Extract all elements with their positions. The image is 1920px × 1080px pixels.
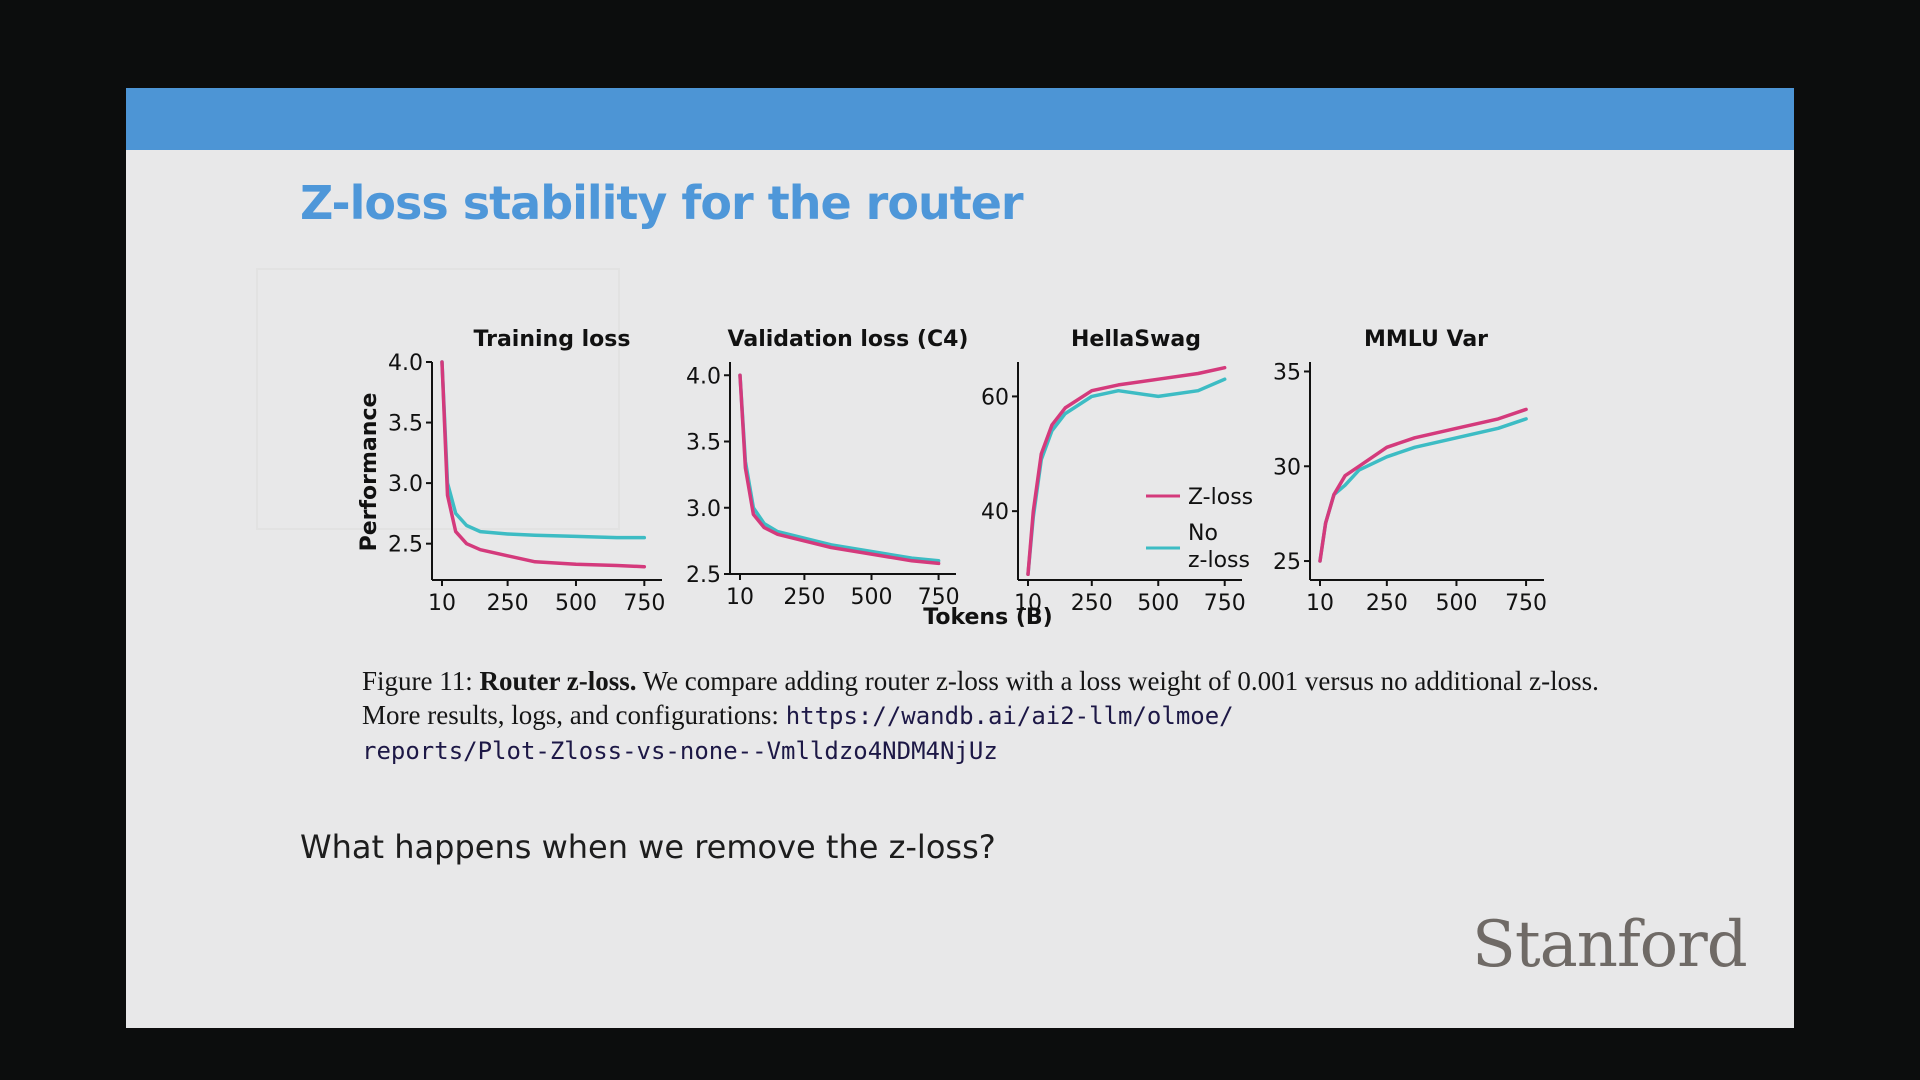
mmlu-var-xtick-label: 10	[1306, 591, 1334, 616]
mmlu-var-series-no-z-loss	[1318, 417, 1528, 563]
validation-loss-c4-xtick-label: 750	[918, 585, 960, 610]
hellaswag-xtick-label: 750	[1204, 591, 1246, 616]
mmlu-var-xtick-label: 750	[1505, 591, 1547, 616]
faded-background-figure	[256, 268, 620, 530]
training-loss-ytick-label: 3.0	[388, 472, 423, 497]
slide-header-bar	[126, 88, 1794, 150]
hellaswag-title: HellaSwag	[1071, 327, 1201, 352]
figure-url-part2[interactable]: reports/Plot-Zloss-vs-none--Vmlldzo4NDM4…	[362, 737, 998, 765]
training-loss-ytick-label: 4.0	[388, 351, 423, 376]
validation-loss-c4-series-z-loss	[738, 373, 941, 566]
training-loss-xtick-label: 750	[623, 591, 665, 616]
validation-loss-c4-title: Validation loss (C4)	[728, 327, 969, 352]
validation-loss-c4-ytick-label: 2.5	[686, 563, 721, 588]
mmlu-var-ytick-label: 35	[1273, 360, 1301, 385]
question-text: What happens when we remove the z-loss?	[300, 828, 996, 866]
validation-loss-c4-ytick-label: 3.0	[686, 497, 721, 522]
figure-label: Figure 11:	[362, 666, 473, 696]
mmlu-var-ytick-label: 30	[1273, 455, 1301, 480]
hellaswag-ytick-label: 40	[981, 500, 1009, 525]
mmlu-var-xtick-label: 500	[1435, 591, 1477, 616]
training-loss-xtick-label: 500	[555, 591, 597, 616]
mmlu-var-series-z-loss	[1318, 407, 1528, 563]
stanford-logo: Stanford	[1472, 908, 1748, 982]
training-loss-series-z-loss	[440, 360, 647, 569]
hellaswag-series-z-loss	[1026, 365, 1227, 577]
validation-loss-c4-xtick-label: 500	[850, 585, 892, 610]
mmlu-var-ytick-label: 25	[1273, 550, 1301, 575]
hellaswag-xtick-label: 500	[1137, 591, 1179, 616]
training-loss-series-no-z-loss	[440, 360, 647, 540]
figure-caption-text: We compare adding router z-loss with a l…	[362, 666, 1599, 730]
hellaswag-xtick-label: 250	[1071, 591, 1113, 616]
validation-loss-c4-ytick-label: 3.5	[686, 431, 721, 456]
training-loss-xtick-label: 250	[487, 591, 529, 616]
validation-loss-c4-xtick-label: 10	[726, 585, 754, 610]
slide-title: Z-loss stability for the router	[300, 176, 1024, 230]
figure-url-part1[interactable]: https://wandb.ai/ai2-llm/olmoe/	[785, 702, 1234, 730]
training-loss-xtick-label: 10	[428, 591, 456, 616]
training-loss-title: Training loss	[474, 327, 631, 352]
shared-x-axis-label: Tokens (B)	[923, 605, 1052, 630]
hellaswag-ytick-label: 60	[981, 385, 1009, 410]
figure-caption: Figure 11: Router z-loss. We compare add…	[362, 664, 1602, 768]
training-loss-ytick-label: 3.5	[388, 412, 423, 437]
validation-loss-c4-series-no-z-loss	[738, 373, 941, 563]
figure-bold-title: Router z-loss.	[479, 666, 637, 696]
shared-y-axis-label: Performance	[357, 393, 382, 552]
legend-label-z-loss: Z-loss	[1188, 485, 1253, 510]
legend-label-no-z-loss: No z-loss	[1188, 521, 1250, 573]
mmlu-var-title: MMLU Var	[1364, 327, 1488, 352]
slide: Z-loss stability for the router Training…	[126, 88, 1794, 1028]
mmlu-var-xtick-label: 250	[1366, 591, 1408, 616]
training-loss-ytick-label: 2.5	[388, 533, 423, 558]
validation-loss-c4-ytick-label: 4.0	[686, 364, 721, 389]
hellaswag-xtick-label: 10	[1014, 591, 1042, 616]
validation-loss-c4-xtick-label: 250	[783, 585, 825, 610]
